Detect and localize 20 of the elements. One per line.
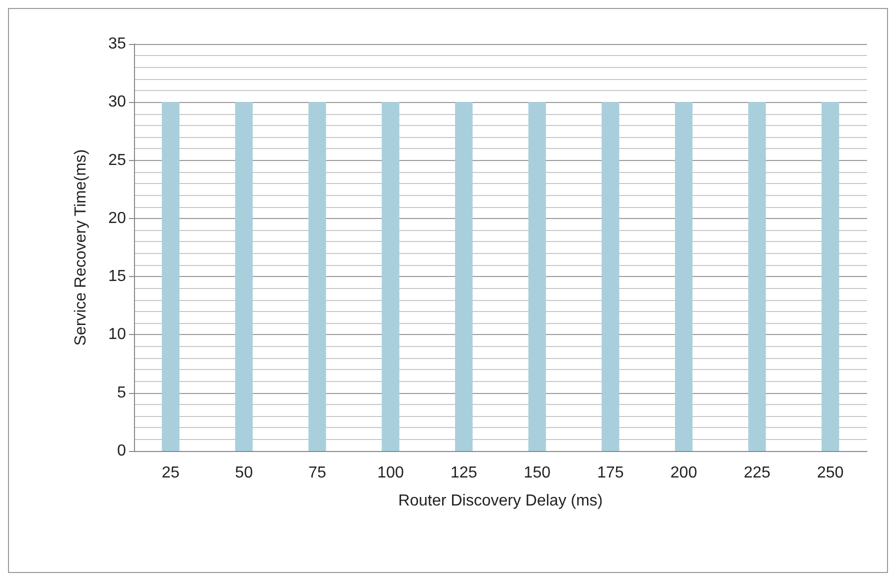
y-tick-label: 5 bbox=[117, 384, 126, 402]
y-tick-label: 30 bbox=[108, 94, 126, 111]
x-tick-label: 175 bbox=[597, 464, 624, 482]
x-axis-title: Router Discovery Delay (ms) bbox=[398, 492, 603, 510]
x-tick-label: 125 bbox=[450, 464, 478, 482]
y-tick-label: 20 bbox=[108, 210, 126, 227]
x-tick-label: 50 bbox=[235, 464, 253, 482]
y-axis-title: Service Recovery Time(ms) bbox=[72, 149, 90, 346]
x-tick-label: 150 bbox=[524, 464, 551, 482]
y-tick-label: 15 bbox=[108, 268, 126, 286]
y-tick-label: 25 bbox=[108, 152, 126, 169]
x-tick-label: 225 bbox=[744, 464, 770, 482]
y-tick-label: 0 bbox=[117, 442, 126, 460]
y-tick-label: 10 bbox=[108, 326, 126, 344]
y-tick-label: 35 bbox=[108, 36, 126, 52]
x-tick-label: 75 bbox=[308, 464, 326, 482]
x-tick-label: 200 bbox=[670, 464, 698, 482]
x-tick-label: 25 bbox=[162, 464, 180, 482]
x-tick-label: 100 bbox=[377, 464, 404, 482]
x-tick-label: 250 bbox=[817, 464, 844, 482]
